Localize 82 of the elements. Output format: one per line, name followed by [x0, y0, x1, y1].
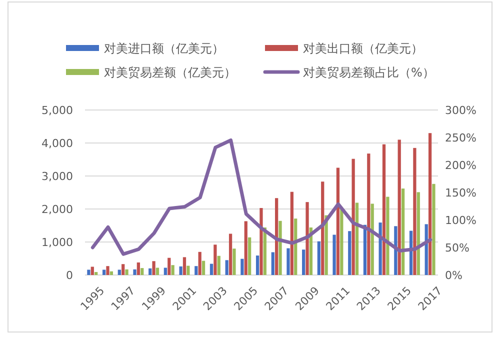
legend: 对美贸易差额（亿美元）	[66, 66, 236, 80]
bar	[182, 257, 186, 275]
bar	[118, 270, 121, 275]
y2-tick-label: 300%	[445, 104, 476, 117]
bar	[171, 265, 174, 275]
y2-tick-label: 100%	[445, 214, 476, 227]
bar	[240, 258, 244, 275]
y2-tick-label: 200%	[445, 159, 476, 172]
bar	[355, 202, 359, 275]
bar	[367, 154, 370, 275]
bar	[386, 196, 390, 275]
bar	[87, 270, 90, 275]
y-tick-label: 0	[66, 269, 73, 282]
y-tick-label: 1,000	[42, 236, 73, 249]
bar	[248, 237, 252, 275]
bar	[432, 184, 436, 275]
bar	[217, 256, 220, 275]
bar	[260, 208, 263, 275]
bar	[152, 261, 156, 275]
bar	[136, 262, 140, 275]
y2-tick-label: 0%	[445, 269, 462, 282]
bar	[102, 270, 106, 275]
bar	[336, 168, 340, 275]
bar	[332, 234, 336, 275]
bar	[194, 266, 198, 275]
legend-label: 对美进口额（亿美元）	[104, 42, 224, 56]
y2-tick-label: 50%	[445, 242, 470, 254]
bar	[140, 268, 144, 275]
bar	[275, 198, 278, 275]
bar	[164, 268, 168, 275]
bar	[148, 268, 152, 275]
bar	[202, 260, 206, 275]
bar	[294, 218, 298, 275]
legend: 对美进口额（亿美元）	[66, 42, 224, 56]
bar	[110, 271, 113, 275]
y2-tick-label: 250%	[445, 132, 476, 144]
bar	[168, 258, 171, 275]
bar	[225, 260, 228, 275]
bar	[286, 248, 290, 275]
legend: 对美贸易差额占比（%）	[263, 66, 434, 80]
bar	[340, 208, 344, 275]
bar	[398, 140, 401, 275]
y-tick-label: 3,000	[42, 170, 73, 183]
bar	[290, 192, 294, 275]
bar	[214, 244, 217, 275]
bar	[416, 192, 420, 275]
y-tick-label: 4,000	[42, 137, 73, 150]
bar	[382, 144, 386, 275]
bar	[232, 248, 236, 275]
legend: 对美出口额（亿美元）	[265, 42, 423, 56]
bar	[401, 188, 405, 275]
bar	[352, 158, 355, 275]
bar	[122, 264, 125, 275]
bar	[94, 272, 98, 275]
bar	[156, 268, 160, 275]
bar	[428, 133, 432, 275]
bar	[228, 234, 232, 275]
bar	[348, 231, 352, 275]
bar	[278, 220, 282, 275]
bar	[321, 182, 324, 275]
y-tick-label: 2,000	[42, 203, 73, 216]
bar	[317, 241, 320, 275]
bar	[413, 148, 416, 275]
bar	[244, 221, 248, 275]
y2-tick-label: 150%	[445, 186, 476, 200]
legend-label: 对美贸易差额（亿美元）	[104, 66, 236, 80]
legend-label: 对美贸易差额占比（%）	[303, 66, 434, 80]
bar	[210, 264, 214, 275]
bar	[90, 266, 94, 275]
bar	[125, 269, 128, 275]
bar	[179, 266, 182, 275]
bar	[198, 252, 202, 275]
bar	[256, 256, 260, 275]
legend-label: 对美出口额（亿美元）	[303, 42, 423, 56]
bar	[370, 204, 374, 275]
bar	[306, 202, 309, 275]
bar	[133, 269, 136, 275]
y-tick-label: 5,000	[42, 104, 73, 117]
bar	[302, 250, 306, 275]
bar	[106, 266, 110, 275]
bar	[271, 252, 274, 275]
bar	[186, 266, 190, 275]
